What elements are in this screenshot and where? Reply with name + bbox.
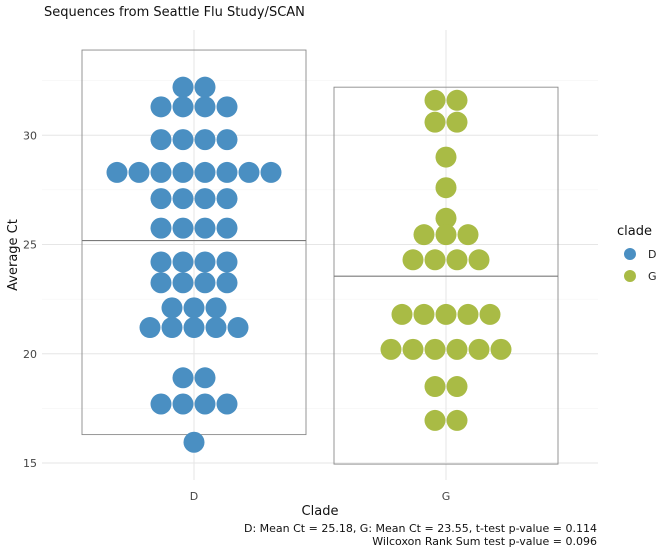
data-point-d — [194, 161, 216, 183]
data-point-d — [183, 431, 205, 453]
data-point-g — [402, 338, 424, 360]
data-point-d — [194, 217, 216, 239]
data-point-g — [490, 338, 512, 360]
data-point-d — [172, 96, 194, 118]
data-point-d — [172, 76, 194, 98]
data-point-g — [446, 249, 468, 271]
data-point-d — [216, 272, 238, 294]
points — [106, 76, 512, 453]
data-point-g — [446, 338, 468, 360]
data-point-g — [402, 249, 424, 271]
legend-title: clade — [617, 224, 652, 239]
data-point-d — [194, 393, 216, 415]
data-point-d — [216, 96, 238, 118]
data-point-g — [424, 89, 446, 111]
data-point-d — [172, 393, 194, 415]
data-point-g — [446, 111, 468, 133]
data-point-g — [380, 338, 402, 360]
data-point-d — [172, 188, 194, 210]
data-point-d — [172, 251, 194, 273]
y-axis-title: Average Ct — [6, 219, 21, 291]
data-point-d — [227, 317, 249, 339]
data-point-g — [435, 207, 457, 229]
y-tick-label: 30 — [23, 129, 37, 142]
legend: clade D G — [617, 224, 657, 283]
data-point-d — [216, 129, 238, 151]
data-point-g — [446, 409, 468, 431]
data-point-g — [457, 224, 479, 246]
legend-label-d: D — [648, 248, 656, 261]
legend-swatch-g — [624, 270, 636, 282]
data-point-g — [424, 249, 446, 271]
data-point-d — [216, 393, 238, 415]
data-point-g — [424, 338, 446, 360]
data-point-g — [479, 303, 501, 325]
data-point-d — [161, 317, 183, 339]
data-point-d — [183, 297, 205, 319]
y-tick-label: 20 — [23, 348, 37, 361]
data-point-d — [216, 217, 238, 239]
data-point-d — [183, 317, 205, 339]
data-point-g — [435, 224, 457, 246]
legend-swatch-d — [624, 248, 636, 260]
data-point-d — [194, 272, 216, 294]
caption-wilcoxon: Wilcoxon Rank Sum test p-value = 0.096 — [372, 535, 597, 548]
data-point-d — [139, 317, 161, 339]
x-axis-title: Clade — [302, 504, 339, 519]
caption-stats: D: Mean Ct = 25.18, G: Mean Ct = 23.55, … — [244, 522, 597, 535]
data-point-d — [172, 129, 194, 151]
data-point-g — [435, 303, 457, 325]
data-point-d — [194, 129, 216, 151]
data-point-d — [150, 251, 172, 273]
data-point-d — [216, 188, 238, 210]
data-point-g — [457, 303, 479, 325]
data-point-d — [150, 129, 172, 151]
data-point-d — [194, 96, 216, 118]
data-point-d — [161, 297, 183, 319]
data-point-d — [172, 367, 194, 389]
data-point-g — [413, 224, 435, 246]
data-point-g — [424, 409, 446, 431]
data-point-d — [172, 161, 194, 183]
data-point-d — [150, 217, 172, 239]
data-point-d — [216, 161, 238, 183]
data-point-d — [194, 76, 216, 98]
legend-label-g: G — [648, 270, 657, 283]
data-point-d — [238, 161, 260, 183]
data-point-g — [435, 146, 457, 168]
data-point-d — [150, 161, 172, 183]
data-point-g — [424, 376, 446, 398]
chart-title: Sequences from Seattle Flu Study/SCAN — [44, 5, 305, 20]
data-point-d — [150, 393, 172, 415]
y-tick-label: 25 — [23, 239, 37, 252]
data-point-d — [150, 96, 172, 118]
data-point-g — [435, 177, 457, 199]
data-point-d — [172, 272, 194, 294]
data-point-d — [216, 251, 238, 273]
x-tick-label: D — [190, 490, 198, 503]
data-point-d — [194, 251, 216, 273]
data-point-d — [194, 188, 216, 210]
data-point-d — [205, 317, 227, 339]
data-point-d — [150, 272, 172, 294]
y-tick-label: 15 — [23, 457, 37, 470]
ticks: 15 20 25 30 D G — [23, 129, 450, 503]
data-point-d — [194, 367, 216, 389]
data-point-d — [172, 217, 194, 239]
data-point-g — [446, 89, 468, 111]
x-tick-label: G — [442, 490, 451, 503]
data-point-d — [205, 297, 227, 319]
data-point-d — [128, 161, 150, 183]
data-point-g — [391, 303, 413, 325]
data-point-g — [468, 249, 490, 271]
data-point-g — [424, 111, 446, 133]
data-point-g — [446, 376, 468, 398]
data-point-d — [106, 161, 128, 183]
data-point-g — [468, 338, 490, 360]
data-point-d — [150, 188, 172, 210]
grid — [42, 30, 598, 480]
data-point-g — [413, 303, 435, 325]
data-point-d — [260, 161, 282, 183]
